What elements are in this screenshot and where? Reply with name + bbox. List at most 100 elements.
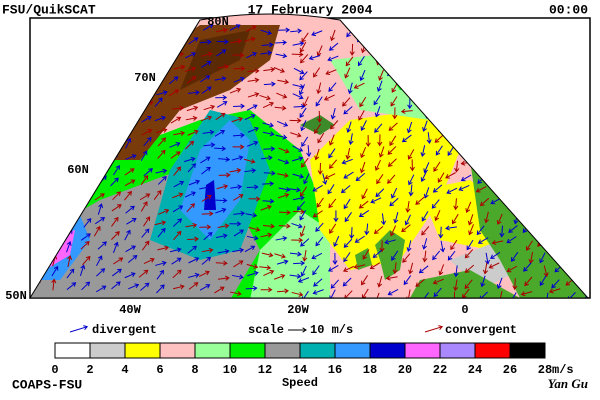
wind-arrow	[230, 38, 242, 44]
wind-arrow	[358, 210, 370, 218]
wind-arrow	[451, 291, 458, 298]
wind-arrow	[260, 232, 273, 238]
wind-arrow	[299, 41, 307, 53]
wind-arrow	[343, 252, 351, 263]
wind-arrow	[328, 148, 336, 159]
wind-arrow	[173, 130, 186, 136]
wind-arrow	[315, 222, 324, 232]
wind-arrow	[124, 272, 136, 279]
wind-arrow	[263, 269, 275, 276]
wind-arrow	[345, 56, 354, 67]
wind-arrow	[216, 184, 229, 190]
wind-arrow	[124, 168, 135, 176]
wind-arrow	[348, 133, 354, 146]
wind-arrow	[328, 159, 338, 169]
wind-arrow	[231, 116, 243, 123]
wind-arrow	[311, 30, 323, 37]
colorbar-tick-label: 26	[503, 363, 517, 377]
wind-arrow	[276, 259, 289, 265]
wind-arrow	[141, 115, 152, 123]
wind-arrow	[343, 171, 354, 179]
wind-arrow	[156, 90, 168, 96]
wind-arrow	[330, 120, 339, 130]
wind-arrow	[232, 132, 245, 138]
wind-arrow	[358, 110, 365, 121]
wind-arrow	[170, 116, 182, 124]
wind-arrow	[188, 179, 201, 186]
wind-arrow	[215, 260, 228, 266]
wind-arrow	[377, 275, 383, 288]
wind-arrow	[480, 275, 486, 288]
wind-arrow	[328, 82, 337, 92]
wind-arrow	[168, 89, 180, 97]
wind-arrow	[201, 166, 211, 175]
wind-arrow	[299, 107, 307, 118]
wind-arrow	[539, 252, 546, 264]
wind-arrow	[246, 104, 258, 111]
wind-arrow	[214, 76, 227, 82]
wind-arrow	[325, 69, 337, 76]
wind-arrow	[300, 265, 307, 277]
lat-label: 50N	[5, 289, 27, 303]
wind-arrow	[141, 129, 153, 136]
wind-arrow	[415, 278, 425, 287]
wind-arrow	[373, 226, 384, 235]
wind-arrow	[358, 200, 369, 209]
wind-arrow	[112, 241, 119, 253]
wind-arrow	[291, 291, 304, 297]
wind-arrow	[343, 106, 353, 115]
wind-arrow	[374, 106, 381, 118]
colorbar-tick-label: 14	[293, 363, 307, 377]
wind-arrow	[198, 270, 210, 277]
wind-arrow	[203, 142, 216, 148]
wind-arrow	[333, 235, 340, 248]
lat-label: 60N	[67, 163, 89, 177]
colorbar-unit: m/s	[552, 363, 574, 377]
wind-arrow	[423, 187, 430, 199]
colorbar-label: Speed	[282, 376, 318, 390]
wind-arrow	[229, 290, 242, 297]
wind-arrow	[260, 50, 273, 56]
legend-scale: scale	[248, 323, 284, 337]
header-time: 00:00	[549, 2, 588, 17]
wind-arrow	[244, 245, 256, 253]
colorbar-tick-label: 0	[51, 363, 58, 377]
wind-arrow	[312, 184, 323, 192]
wind-arrow	[496, 277, 503, 289]
wind-arrow	[375, 188, 385, 198]
wind-arrow	[172, 284, 185, 290]
colorbar-tick-label: 8	[191, 363, 198, 377]
wind-arrow	[405, 201, 411, 213]
colorbar-swatch	[124, 342, 161, 359]
wind-arrow	[233, 103, 246, 109]
colorbar-tick-label: 28	[538, 363, 552, 377]
wind-arrow	[379, 240, 385, 253]
wind-arrow	[246, 184, 259, 190]
wind-arrow	[299, 209, 307, 221]
wind-arrow	[458, 184, 470, 191]
wind-arrow	[247, 270, 259, 277]
legend-scale-value: 10 m/s	[310, 323, 353, 337]
wind-arrow	[344, 212, 352, 223]
wind-arrow	[245, 25, 257, 32]
wind-arrow	[482, 262, 489, 275]
wind-arrow	[141, 228, 150, 238]
wind-arrow	[544, 292, 550, 298]
wind-arrow	[423, 162, 430, 174]
wind-arrow	[203, 231, 213, 241]
wind-arrow	[314, 123, 322, 134]
wind-arrow	[233, 76, 245, 83]
wind-arrow	[82, 255, 91, 266]
colorbar-tick-label: 20	[398, 363, 412, 377]
wind-arrow	[141, 240, 150, 251]
wind-arrow	[328, 42, 339, 51]
wind-arrow	[327, 265, 339, 272]
wind-arrow	[418, 265, 429, 274]
wind-arrow	[293, 67, 305, 75]
footer-right: Yan Gu	[548, 376, 588, 391]
wind-arrow	[421, 292, 429, 298]
wind-arrow	[200, 156, 211, 164]
wind-arrow	[232, 274, 244, 280]
wind-arrow	[218, 156, 231, 162]
